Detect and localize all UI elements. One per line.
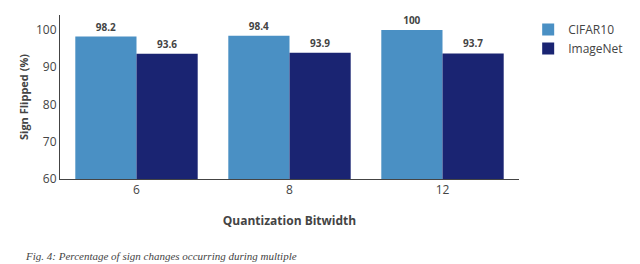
svg-text:80: 80 <box>43 96 57 113</box>
svg-text:6: 6 <box>133 181 140 198</box>
svg-text:CIFAR10: CIFAR10 <box>568 21 614 38</box>
svg-text:98.4: 98.4 <box>249 19 269 33</box>
svg-text:8: 8 <box>286 181 293 198</box>
svg-text:93.7: 93.7 <box>463 36 483 50</box>
svg-text:98.2: 98.2 <box>96 20 116 34</box>
svg-text:93.6: 93.6 <box>157 37 177 51</box>
svg-text:Quantization Bitwidth: Quantization Bitwidth <box>223 212 356 229</box>
svg-text:12: 12 <box>436 181 450 198</box>
svg-text:Sign Flipped (%): Sign Flipped (%) <box>16 54 31 140</box>
svg-text:93.9: 93.9 <box>310 36 330 50</box>
svg-text:100: 100 <box>403 13 420 27</box>
svg-text:60: 60 <box>43 170 57 187</box>
svg-text:70: 70 <box>43 133 57 150</box>
svg-text:Fig. 4: Percentage of sign cha: Fig. 4: Percentage of sign changes occur… <box>25 250 297 262</box>
svg-text:100: 100 <box>36 21 57 38</box>
svg-text:ImageNet: ImageNet <box>568 40 622 57</box>
svg-text:90: 90 <box>43 58 57 75</box>
